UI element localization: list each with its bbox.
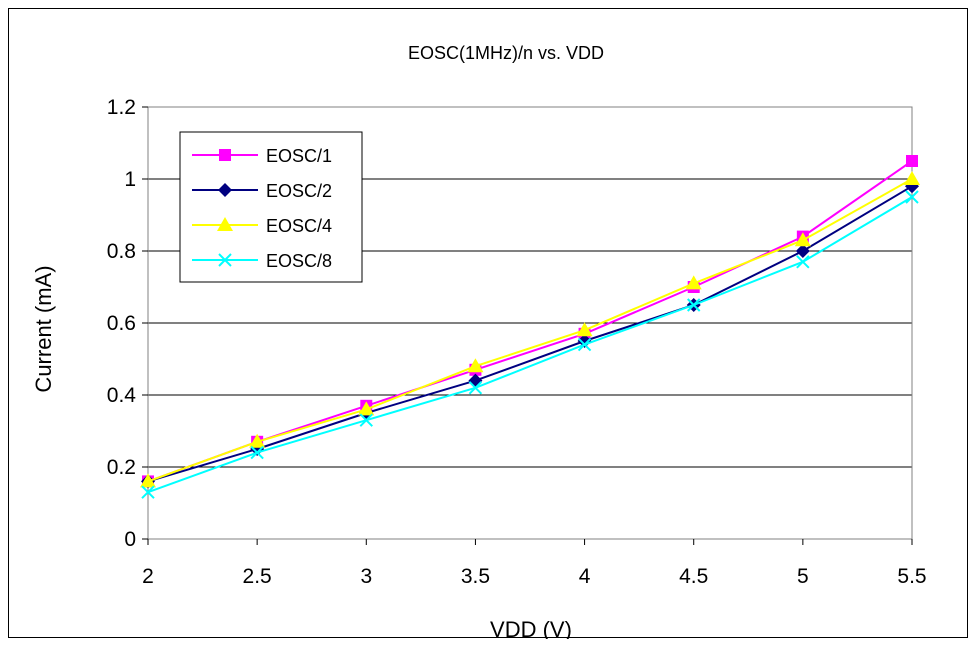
series-line xyxy=(147,178,913,483)
legend-item: EOSC/2 xyxy=(192,181,332,201)
legend-item: EOSC/4 xyxy=(192,216,332,236)
data-point xyxy=(687,298,701,312)
y-axis-title: Current (mA) xyxy=(31,265,56,392)
legend-label: EOSC/4 xyxy=(266,216,332,236)
data-point xyxy=(358,401,375,416)
line-chart: EOSC(1MHz)/n vs. VDD 0 0.2 0.4 0.6 0.8 1 1.2 2… xyxy=(31,43,927,639)
legend-label: EOSC/8 xyxy=(266,251,332,271)
x-axis-ticks: 2 2.5 3 3.5 4 4.5 5 5.5 xyxy=(142,539,927,588)
data-point xyxy=(359,413,373,427)
legend: EOSC/1 EOSC/2 EOSC/4 EOSC/8 xyxy=(179,131,363,283)
legend-item: EOSC/8 xyxy=(192,251,332,271)
data-point xyxy=(467,358,484,373)
data-point xyxy=(140,473,156,488)
series-layer xyxy=(140,155,920,499)
x-tick-label: 5.5 xyxy=(897,565,926,588)
data-point xyxy=(905,190,919,204)
y-tick-label: 1 xyxy=(124,168,136,191)
y-tick-label: 0.8 xyxy=(107,240,136,263)
y-tick-label: 0.4 xyxy=(107,384,137,407)
x-axis-title: VDD (V) xyxy=(490,617,572,639)
data-point xyxy=(249,433,266,448)
data-point xyxy=(577,334,592,348)
series-line xyxy=(147,185,913,483)
x-tick-label: 5 xyxy=(797,565,809,588)
data-point xyxy=(904,171,920,185)
series-eosc-4 xyxy=(140,171,920,488)
chart-frame: EOSC(1MHz)/n vs. VDD 0 0.2 0.4 0.6 0.8 1 1.2 2… xyxy=(8,8,968,639)
y-tick-label: 1.2 xyxy=(107,96,136,119)
series-line xyxy=(147,196,913,494)
x-tick-label: 3.5 xyxy=(461,565,490,588)
data-point xyxy=(577,337,592,352)
data-point xyxy=(219,149,231,161)
legend-label: EOSC/1 xyxy=(266,146,332,166)
data-point xyxy=(795,244,810,258)
data-point xyxy=(217,217,233,231)
x-tick-label: 2.5 xyxy=(243,565,272,588)
x-tick-label: 4 xyxy=(579,565,591,588)
data-point xyxy=(250,445,264,460)
data-point xyxy=(218,183,232,197)
x-tick-label: 2 xyxy=(142,565,154,588)
y-tick-label: 0 xyxy=(124,528,136,551)
legend-label: EOSC/2 xyxy=(266,181,332,201)
data-point xyxy=(794,232,811,247)
data-point xyxy=(218,253,232,267)
data-point xyxy=(141,485,155,499)
data-point xyxy=(576,322,593,337)
data-point xyxy=(685,275,702,290)
x-tick-label: 4.5 xyxy=(679,565,708,588)
legend-item: EOSC/1 xyxy=(192,146,332,166)
chart-title: EOSC(1MHz)/n vs. VDD xyxy=(408,43,604,63)
data-point xyxy=(796,255,810,269)
y-tick-label: 0.6 xyxy=(107,312,136,335)
series-eosc-8 xyxy=(141,190,919,499)
legend-box xyxy=(179,131,363,283)
y-axis-ticks: 0 0.2 0.4 0.6 0.8 1 1.2 xyxy=(107,96,148,551)
data-point xyxy=(906,155,918,167)
y-tick-label: 0.2 xyxy=(107,456,136,479)
x-tick-label: 3 xyxy=(360,565,372,588)
data-point xyxy=(468,381,483,395)
